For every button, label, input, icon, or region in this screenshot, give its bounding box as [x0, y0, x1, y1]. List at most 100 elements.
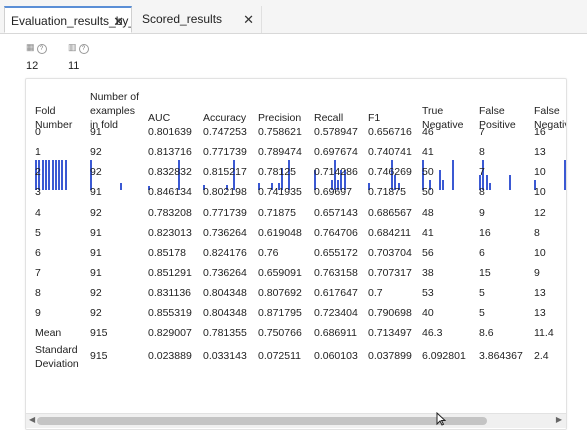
histogram-bar [148, 185, 150, 190]
table-cell: 46.3 [422, 327, 443, 339]
table-cell: 0.771739 [203, 207, 247, 219]
table-cell: 10 [534, 186, 546, 198]
table-cell: 91 [90, 227, 102, 239]
table-cell: 0.783208 [148, 207, 192, 219]
info-icon[interactable]: ? [36, 44, 47, 54]
column-header[interactable]: False Negative [534, 105, 566, 131]
table-cell: 0.807692 [258, 287, 302, 299]
table-cell: 91 [90, 267, 102, 279]
table-cell: 0.072511 [258, 350, 302, 362]
histogram-bar [226, 185, 229, 190]
column-header[interactable]: Accuracy [203, 112, 247, 124]
scroll-left-icon[interactable]: ◀ [29, 415, 36, 424]
column-header[interactable]: False Positive [479, 105, 516, 131]
column-histogram [90, 158, 122, 190]
table-cell: 0.76 [258, 247, 279, 259]
column-header[interactable]: Fold Number [35, 105, 73, 131]
histogram-bar [44, 160, 47, 190]
tab-bar: Evaluation_results_by_f ✕ Scored_results… [0, 0, 587, 34]
table-cell: 41 [422, 146, 434, 158]
table-cell: 7 [479, 166, 485, 178]
column-histogram [314, 158, 346, 190]
row-label: 8 [35, 287, 41, 299]
table-cell: 0.747253 [203, 126, 247, 138]
table-cell: 7 [479, 126, 485, 138]
column-histogram [479, 158, 511, 190]
row-label: 0 [35, 126, 41, 138]
row-label: 5 [35, 227, 41, 239]
horizontal-scrollbar[interactable]: ◀ ▶ [26, 413, 566, 428]
table-cell: 0.617647 [314, 287, 358, 299]
close-icon[interactable]: ✕ [243, 12, 254, 27]
histogram-bar [35, 160, 37, 190]
table-cell: 0.750766 [258, 327, 302, 339]
histogram-bar [485, 175, 488, 190]
column-header[interactable]: Number of examples in fold [90, 91, 140, 131]
table-cell: 8 [479, 146, 485, 158]
scroll-right-icon[interactable]: ▶ [555, 415, 562, 424]
table-cell: 56 [422, 247, 434, 259]
tab-scored-results[interactable]: Scored_results ✕ [134, 6, 262, 33]
table-cell: 92 [90, 146, 102, 158]
table-cell: 0.746269 [368, 166, 412, 178]
histogram-bar [203, 185, 205, 190]
close-icon[interactable]: ✕ [113, 14, 124, 29]
table-cell: 16 [534, 126, 546, 138]
table-cell: 0.686911 [314, 327, 358, 339]
scrollbar-thumb[interactable] [37, 417, 487, 425]
row-label: Standard Deviation [35, 344, 79, 370]
row-label: 1 [35, 146, 41, 158]
table-cell: 91 [90, 186, 102, 198]
row-label: 7 [35, 267, 41, 279]
table-cell: 0.85178 [148, 247, 186, 259]
histogram-bar [333, 160, 336, 190]
histogram-bar [314, 170, 316, 190]
table-cell: 0.684211 [368, 227, 412, 239]
table-cell: 0.802198 [203, 186, 247, 198]
table-cell: 92 [90, 307, 102, 319]
column-header[interactable]: F1 [368, 112, 381, 124]
column-header[interactable]: True Negative [422, 105, 464, 131]
table-cell: 2.4 [534, 350, 549, 362]
table-cell: 0.060103 [314, 350, 358, 362]
row-label: 3 [35, 186, 41, 198]
table-cell: 915 [90, 350, 108, 362]
table-cell: 0.656716 [368, 126, 412, 138]
table-cell: 9 [534, 267, 540, 279]
table-cell: 0.829007 [148, 327, 192, 339]
histogram-bar [441, 180, 444, 190]
tab-label: Scored_results [142, 12, 223, 26]
tab-evaluation-results[interactable]: Evaluation_results_by_f ✕ [4, 6, 132, 33]
table-cell: 0.686567 [368, 207, 412, 219]
table-cell: 0.846134 [148, 186, 192, 198]
table-cell: 91 [90, 126, 102, 138]
column-header[interactable]: AUC [148, 112, 171, 124]
table-cell: 41 [422, 227, 434, 239]
table-cell: 0.71875 [258, 207, 296, 219]
table-cell: 0.831136 [148, 287, 192, 299]
table-cell: 38 [422, 267, 434, 279]
table-cell: 46 [422, 126, 434, 138]
info-icon[interactable]: ? [78, 44, 89, 54]
histogram-bar [277, 182, 280, 190]
table-cell: 0.707317 [368, 267, 412, 279]
histogram-bar [61, 160, 64, 190]
table-cell: 0.790698 [368, 307, 412, 319]
column-header[interactable]: Recall [314, 112, 344, 124]
table-cell: 0.871795 [258, 307, 302, 319]
column-header[interactable]: Precision [258, 112, 302, 124]
column-histogram [422, 158, 454, 190]
histogram-bar [41, 160, 44, 190]
table-cell: 0.764706 [314, 227, 358, 239]
histogram-bar [391, 160, 394, 190]
table-cell: 8 [534, 227, 540, 239]
table-cell: 6.092801 [422, 350, 466, 362]
table-cell: 5 [479, 307, 485, 319]
histogram-bar [534, 180, 536, 190]
histogram-bar [438, 170, 441, 190]
histogram-bar [58, 160, 61, 190]
table-cell: 0.763158 [314, 267, 358, 279]
table-cell: 0.758621 [258, 126, 302, 138]
table-cell: 13 [534, 287, 546, 299]
table-cell: 0.703704 [368, 247, 412, 259]
